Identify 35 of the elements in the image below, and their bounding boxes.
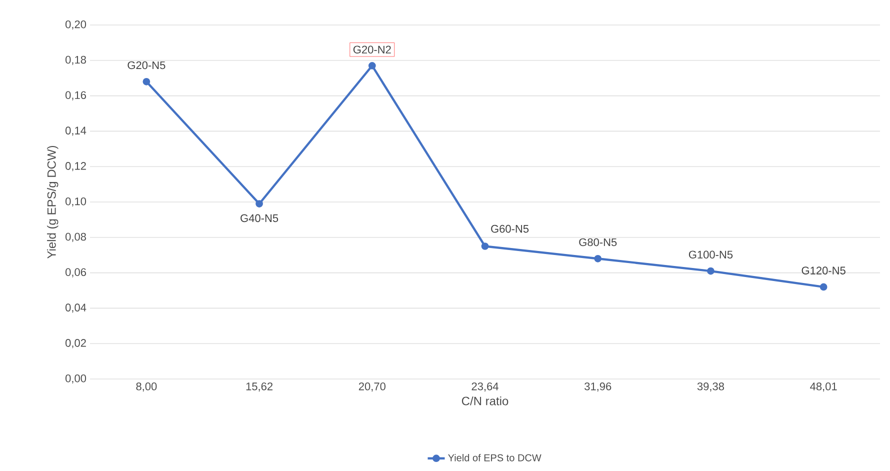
x-tick-label: 20,70 <box>358 382 386 392</box>
y-tick-label: 0,14 <box>66 126 86 136</box>
point <box>481 242 489 250</box>
x-tick-label: 39,38 <box>697 382 724 392</box>
point <box>820 283 828 291</box>
annotation: G80-N5 <box>579 238 617 246</box>
y-tick-label: 0,16 <box>66 91 86 100</box>
y-tick-label: 0,10 <box>66 197 86 207</box>
y-tick-label: 0,00 <box>66 374 86 384</box>
x-tick-label: 8,00 <box>136 382 157 392</box>
point <box>594 254 602 262</box>
legend-label: Yield of EPS to DCW <box>448 454 542 462</box>
point <box>256 200 263 208</box>
x-tick-label: 31,96 <box>584 382 612 392</box>
x-axis-title: C/N ratio <box>462 396 508 406</box>
point <box>707 267 714 275</box>
y-tick-label: 0,18 <box>66 56 86 65</box>
annotation: G20-N2 <box>353 46 391 54</box>
y-tick-label: 0,12 <box>66 162 86 172</box>
annotation: G40-N5 <box>240 214 278 222</box>
x-tick-label: 23,64 <box>472 382 498 392</box>
y-tick-label: 0,20 <box>66 20 86 30</box>
annotation: G20-N5 <box>128 61 166 70</box>
x-tick-label: 15,62 <box>246 382 272 392</box>
y-tick-label: 0,02 <box>66 339 86 348</box>
annotation: G120-N5 <box>802 266 846 274</box>
y-tick-label: 0,06 <box>66 268 86 278</box>
point <box>142 78 150 86</box>
annotation: G60-N5 <box>491 224 529 233</box>
y-axis-title: Yield (g EPS/g DCW) <box>47 146 58 259</box>
x-tick-label: 48,01 <box>810 382 837 392</box>
point <box>368 62 376 70</box>
annotation: G100-N5 <box>688 250 733 259</box>
y-tick-label: 0,04 <box>66 304 86 313</box>
y-tick-label: 0,08 <box>66 232 86 242</box>
